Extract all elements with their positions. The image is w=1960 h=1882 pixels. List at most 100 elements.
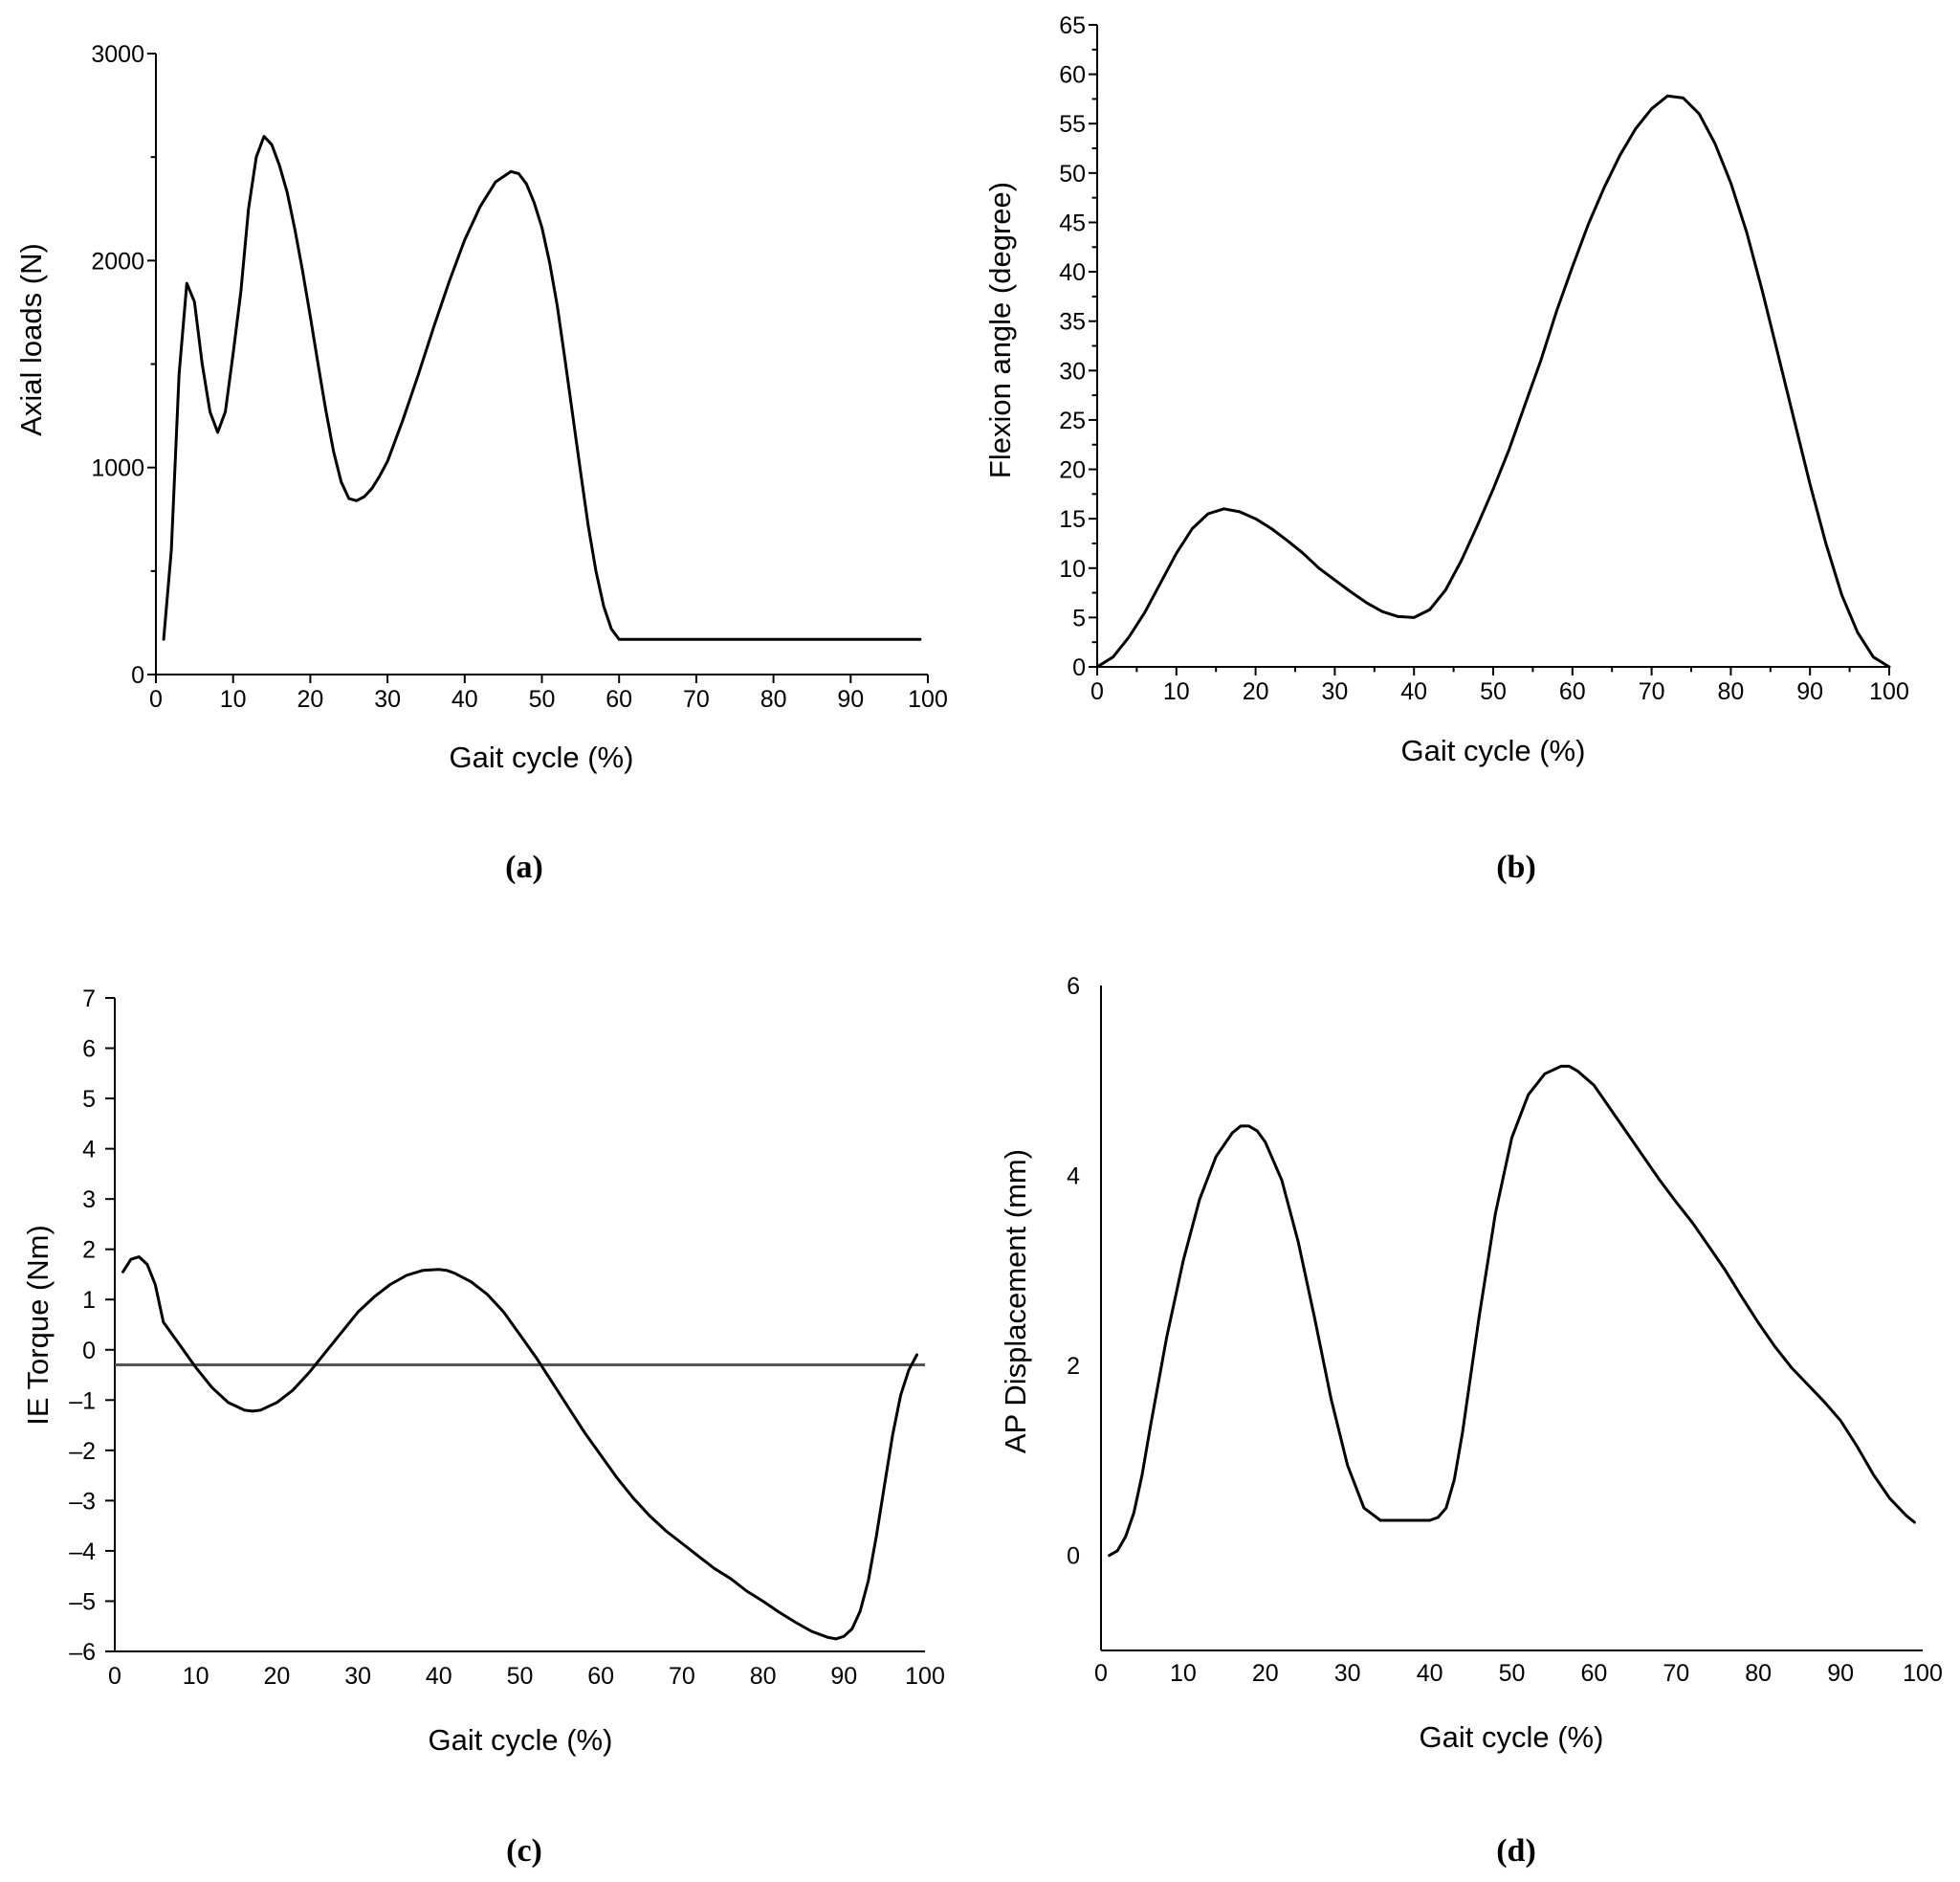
- panel-b-ticks: 0 10 20 30 40 50 60 70 80 90 100 0 5 10 15 20 25 30 35 40 45…: [1059, 12, 1909, 705]
- panel-b-x-tick-label: 30: [1321, 678, 1348, 705]
- panel-d-y-tick-label: 4: [1067, 1163, 1080, 1190]
- panel-c-y-tick-label: 4: [82, 1137, 96, 1163]
- panel-d-x-tick-label: 50: [1499, 1660, 1526, 1687]
- panel-a-series: [162, 135, 922, 641]
- panel-d-x-tick-label: 100: [1903, 1660, 1943, 1687]
- panel-a-x-axis-title: Gait cycle (%): [450, 741, 634, 774]
- panel-d-x-axis-title: Gait cycle (%): [1420, 1720, 1604, 1754]
- panel-d-x-tick-label: 80: [1745, 1660, 1772, 1687]
- panel-c-y-tick-label: –1: [69, 1387, 96, 1414]
- panel-c-y-tick-label: –5: [69, 1588, 96, 1615]
- panel-a-x-tick-label: 60: [606, 686, 632, 713]
- panel-b-series-line-0: [1095, 94, 1891, 669]
- panel-a-x-tick-label: 40: [451, 686, 478, 713]
- panel-c-y-tick-label: 3: [82, 1186, 96, 1213]
- panel-d-y-tick-label: 0: [1067, 1543, 1080, 1570]
- panel-b-x-tick-label: 70: [1639, 678, 1665, 705]
- panel-b-series: [1095, 94, 1891, 669]
- panel-a-x-tick-label: 0: [149, 686, 163, 713]
- panel-d-x-tick-label: 30: [1334, 1660, 1361, 1687]
- panel-a-series-line-0: [162, 135, 922, 641]
- panel-d-y-axis-title: AP Displacement (mm): [999, 1149, 1032, 1453]
- panel-a-y-tick-label: 1000: [91, 455, 144, 482]
- panel-c-y-tick-label: 6: [82, 1036, 96, 1063]
- panel-a-x-tick-label: 10: [220, 686, 247, 713]
- panel-d-x-tick-label: 0: [1094, 1660, 1108, 1687]
- panel-c-x-tick-label: 40: [426, 1663, 452, 1690]
- panel-c-y-tick-label: 1: [82, 1287, 96, 1314]
- panel-b-y-tick-label: 25: [1059, 408, 1086, 434]
- panel-c-x-tick-label: 50: [507, 1663, 534, 1690]
- panel-d-y-tick-label: 2: [1067, 1353, 1080, 1380]
- panel-a-x-tick-label: 90: [837, 686, 864, 713]
- panel-c-x-tick-label: 30: [344, 1663, 371, 1690]
- panel-a-x-tick-label: 70: [683, 686, 710, 713]
- panel-b-y-tick-label: 55: [1059, 111, 1086, 138]
- panel-b-x-tick-label: 0: [1090, 678, 1104, 705]
- panel-d-x-tick-label: 60: [1580, 1660, 1607, 1687]
- panel-d-x-tick-label: 90: [1827, 1660, 1854, 1687]
- panel-c-ie-torque-chart: 0 10 20 30 40 50 60 70 80 90 100 –6 –5 –4 –3 –2 –1 0 1 2 3 4 5…: [21, 985, 945, 1869]
- panel-c-x-tick-label: 10: [183, 1663, 209, 1690]
- panel-d-x-tick-label: 20: [1252, 1660, 1279, 1687]
- panel-c-x-tick-label: 60: [587, 1663, 614, 1690]
- panel-c-y-axis-title: IE Torque (Nm): [21, 1225, 55, 1426]
- panel-b-y-tick-label: 35: [1059, 309, 1086, 336]
- panel-c-x-tick-label: 90: [830, 1663, 857, 1690]
- panel-b-x-tick-label: 40: [1400, 678, 1427, 705]
- panel-b-x-axis-title: Gait cycle (%): [1401, 734, 1586, 767]
- panel-d-ticks: 0 10 20 30 40 50 60 70 80 90 100 0 2 4 6: [1067, 973, 1943, 1687]
- panel-a-y-axis-title: Axial loads (N): [14, 243, 48, 436]
- panel-c-series-line-0: [121, 1255, 918, 1641]
- panel-b-x-tick-label: 100: [1869, 678, 1909, 705]
- panel-c-y-tick-label: –3: [69, 1488, 96, 1515]
- panel-a-x-tick-label: 80: [760, 686, 787, 713]
- panel-d-x-tick-label: 70: [1663, 1660, 1689, 1687]
- panel-d-x-tick-label: 40: [1417, 1660, 1443, 1687]
- panel-b-x-tick-label: 10: [1163, 678, 1190, 705]
- panel-c-x-tick-label: 70: [669, 1663, 695, 1690]
- panel-d-y-tick-label: 6: [1067, 973, 1080, 1000]
- panel-a-x-tick-label: 50: [529, 686, 556, 713]
- panel-b-y-tick-label: 40: [1059, 259, 1086, 286]
- panel-a-y-tick-label: 2000: [91, 248, 144, 275]
- panel-a-y-tick-label: 3000: [91, 41, 144, 68]
- panel-c-y-tick-label: 2: [82, 1237, 96, 1264]
- panel-b-y-tick-label: 45: [1059, 210, 1086, 236]
- panel-c-x-tick-label: 0: [108, 1663, 121, 1690]
- panel-b-y-tick-label: 20: [1059, 457, 1086, 484]
- panel-b-x-tick-label: 80: [1717, 678, 1744, 705]
- panel-b-flexion-angle-chart: 0 10 20 30 40 50 60 70 80 90 100 0 5 10 15 20 25 30 35 40 45…: [983, 12, 1909, 885]
- panel-c-y-tick-label: –2: [69, 1438, 96, 1465]
- panel-c-x-tick-label: 80: [750, 1663, 777, 1690]
- panel-b-y-axis-title: Flexion angle (degree): [983, 182, 1017, 478]
- panel-d-label: (d): [1496, 1833, 1536, 1869]
- panel-d-series: [1108, 1064, 1916, 1558]
- panel-c-y-tick-label: 5: [82, 1086, 96, 1113]
- panel-d-x-tick-label: 10: [1170, 1660, 1197, 1687]
- panel-b-y-tick-label: 65: [1059, 12, 1086, 39]
- panel-d-series-line-0: [1108, 1064, 1916, 1558]
- panel-b-x-tick-label: 60: [1559, 678, 1586, 705]
- panel-a-x-tick-label: 100: [908, 686, 948, 713]
- panel-b-label: (b): [1496, 850, 1536, 885]
- panel-b-y-tick-label: 5: [1072, 605, 1086, 631]
- panel-c-y-tick-label: 7: [82, 985, 96, 1012]
- panel-a-x-tick-label: 20: [297, 686, 323, 713]
- panel-c-x-tick-label: 20: [263, 1663, 290, 1690]
- panel-c-x-tick-label: 100: [905, 1663, 945, 1690]
- panel-c-series: [121, 1255, 918, 1641]
- panel-c-y-tick-label: –6: [69, 1639, 96, 1666]
- panel-c-ticks: 0 10 20 30 40 50 60 70 80 90 100 –6 –5 –4 –3 –2 –1 0 1 2 3 4 5…: [69, 985, 945, 1690]
- panel-b-y-tick-label: 0: [1072, 654, 1086, 681]
- panel-b-y-tick-label: 50: [1059, 161, 1086, 188]
- panel-c-x-axis-title: Gait cycle (%): [429, 1723, 613, 1757]
- panel-c-label: (c): [506, 1833, 542, 1869]
- panel-b-x-tick-label: 20: [1243, 678, 1269, 705]
- panel-b-x-tick-label: 50: [1480, 678, 1507, 705]
- panel-c-y-tick-label: –4: [69, 1539, 96, 1565]
